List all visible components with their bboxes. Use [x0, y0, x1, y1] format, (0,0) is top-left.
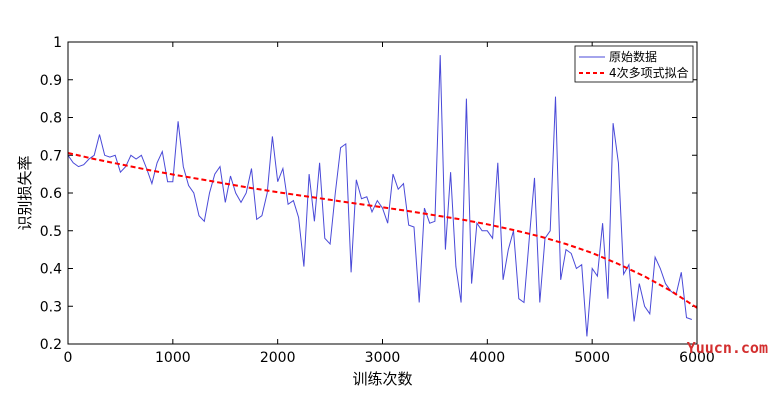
y-tick-label: 0.8: [40, 111, 62, 127]
series-layer: [68, 55, 697, 337]
legend-box: [574, 45, 694, 83]
y-axis-title: 识别损失率: [16, 155, 34, 230]
legend: 原始数据 4次多项式拟合: [574, 45, 694, 83]
x-axis-title: 训练次数: [352, 370, 412, 388]
x-tick-label: 4000: [470, 350, 506, 366]
y-tick-label: 0.3: [40, 299, 62, 315]
x-tick-label: 1000: [155, 350, 191, 366]
y-tick-label: 0.6: [40, 186, 62, 202]
x-tick-label: 6000: [679, 350, 715, 366]
x-tick-label: 5000: [574, 350, 610, 366]
x-tick-label: 2000: [260, 350, 296, 366]
x-tick-label: 0: [64, 350, 73, 366]
x-tick-label: 3000: [365, 350, 401, 366]
legend-label-raw-data: 原始数据: [609, 49, 657, 64]
y-tick-label: 0.4: [40, 262, 62, 278]
y-tick-label: 0.2: [40, 337, 62, 353]
series-line-raw-data: [68, 55, 692, 337]
y-axis-ticks: 0.2 0.3 0.4 0.5 0.6 0.7 0.8 0.9 1: [40, 35, 697, 353]
watermark-text: Yuucn.com: [687, 339, 768, 357]
y-tick-label: 0.9: [40, 73, 62, 89]
axes-frame: [67, 41, 698, 345]
y-tick-label: 0.7: [40, 148, 62, 164]
legend-label-poly-fit: 4次多项式拟合: [609, 65, 689, 80]
x-axis-ticks: 0 1000 2000 3000 4000 5000 6000: [64, 42, 715, 366]
y-tick-label: 1: [53, 35, 62, 51]
y-tick-label: 0.5: [40, 224, 62, 240]
series-line-poly-fit: [68, 152, 697, 309]
